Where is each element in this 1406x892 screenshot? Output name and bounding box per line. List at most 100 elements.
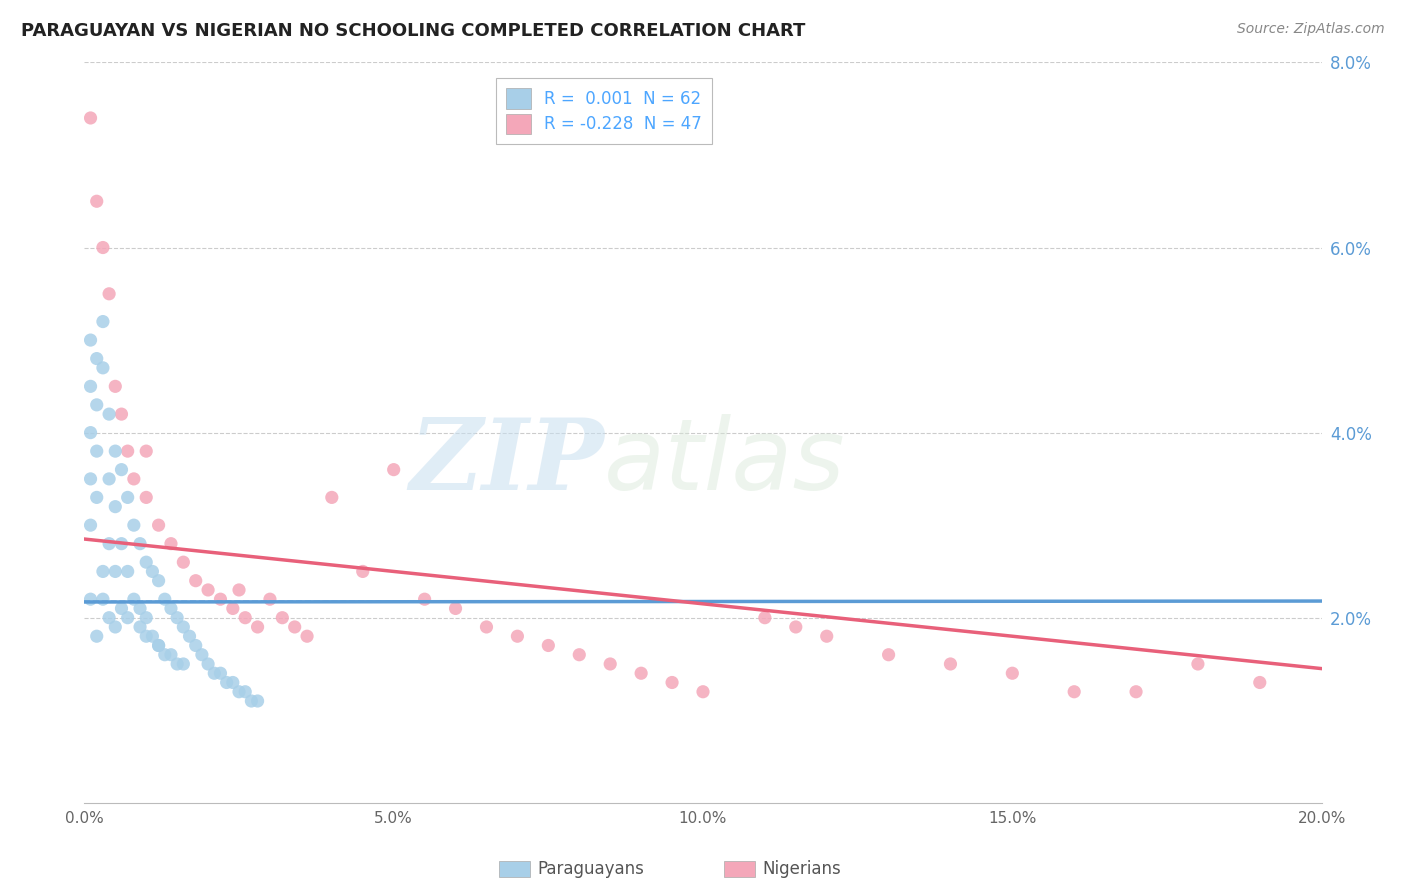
Point	[86, 491, 108, 505]
Point	[148, 518, 170, 533]
Point	[91, 240, 114, 255]
Point	[91, 592, 114, 607]
Point	[785, 620, 807, 634]
Point	[630, 666, 652, 681]
Point	[352, 565, 374, 579]
Point	[148, 639, 170, 653]
Point	[104, 444, 127, 458]
Point	[877, 648, 900, 662]
Point	[86, 351, 108, 366]
Text: atlas: atlas	[605, 414, 845, 511]
Point	[413, 592, 436, 607]
Point	[135, 629, 157, 643]
Point	[939, 657, 962, 671]
Point	[98, 407, 121, 421]
Point	[246, 620, 269, 634]
Point	[98, 286, 121, 301]
Point	[661, 675, 683, 690]
Point	[233, 610, 256, 624]
Point	[79, 379, 101, 393]
Point	[104, 379, 127, 393]
Point	[506, 629, 529, 643]
Point	[79, 518, 101, 533]
Point	[209, 592, 232, 607]
Point	[160, 536, 183, 550]
Point	[98, 536, 121, 550]
Point	[692, 685, 714, 699]
Point	[153, 648, 176, 662]
Point	[135, 555, 157, 569]
Point	[91, 314, 114, 328]
Point	[104, 620, 127, 634]
Point	[271, 610, 294, 624]
Point	[1125, 685, 1147, 699]
Point	[233, 685, 256, 699]
Point	[117, 565, 139, 579]
Point	[104, 565, 127, 579]
Point	[135, 491, 157, 505]
Point	[222, 601, 245, 615]
Point	[754, 610, 776, 624]
Point	[179, 629, 201, 643]
Point	[122, 472, 145, 486]
Point	[129, 620, 152, 634]
Point	[104, 500, 127, 514]
Point	[172, 657, 194, 671]
Text: Paraguayans: Paraguayans	[537, 860, 644, 878]
Point	[141, 629, 163, 643]
Point	[110, 536, 132, 550]
Point	[153, 592, 176, 607]
Point	[166, 610, 188, 624]
Point	[79, 592, 101, 607]
Point	[197, 657, 219, 671]
Point	[1249, 675, 1271, 690]
Point	[382, 462, 405, 476]
Point	[537, 639, 560, 653]
Point	[141, 565, 163, 579]
Point	[259, 592, 281, 607]
Point	[209, 666, 232, 681]
Point	[129, 601, 152, 615]
Point	[184, 639, 207, 653]
Point	[228, 685, 250, 699]
Point	[160, 648, 183, 662]
Point	[475, 620, 498, 634]
Point	[215, 675, 238, 690]
Text: PARAGUAYAN VS NIGERIAN NO SCHOOLING COMPLETED CORRELATION CHART: PARAGUAYAN VS NIGERIAN NO SCHOOLING COMP…	[21, 22, 806, 40]
Point	[110, 407, 132, 421]
Point	[110, 601, 132, 615]
Point	[129, 536, 152, 550]
Point	[117, 444, 139, 458]
Point	[295, 629, 318, 643]
Text: Source: ZipAtlas.com: Source: ZipAtlas.com	[1237, 22, 1385, 37]
Text: Nigerians: Nigerians	[762, 860, 841, 878]
Point	[1063, 685, 1085, 699]
Point	[246, 694, 269, 708]
Point	[240, 694, 263, 708]
Point	[197, 582, 219, 597]
Point	[228, 582, 250, 597]
Point	[79, 472, 101, 486]
Point	[86, 194, 108, 209]
Point	[222, 675, 245, 690]
Point	[117, 610, 139, 624]
Point	[444, 601, 467, 615]
Point	[117, 491, 139, 505]
Point	[321, 491, 343, 505]
Point	[160, 601, 183, 615]
Point	[191, 648, 214, 662]
Point	[172, 555, 194, 569]
Point	[148, 639, 170, 653]
Point	[1001, 666, 1024, 681]
Point	[86, 629, 108, 643]
Text: ZIP: ZIP	[409, 414, 605, 510]
Point	[1187, 657, 1209, 671]
Point	[91, 565, 114, 579]
Point	[815, 629, 838, 643]
Point	[284, 620, 307, 634]
Point	[122, 592, 145, 607]
Point	[148, 574, 170, 588]
Point	[166, 657, 188, 671]
Point	[79, 425, 101, 440]
Point	[202, 666, 225, 681]
